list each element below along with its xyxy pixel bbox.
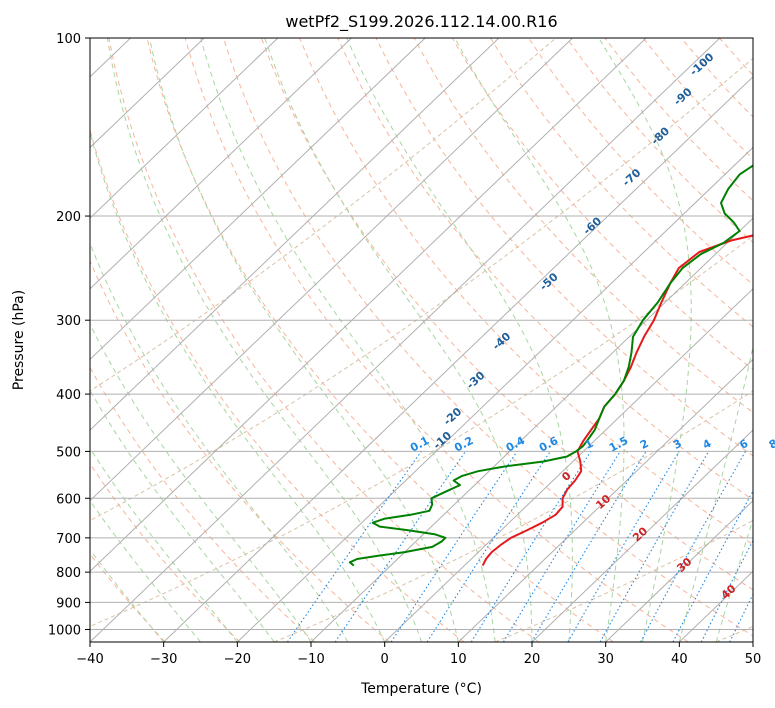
moist-adiabat-line: [90, 548, 165, 642]
x-tick-label: −10: [297, 652, 324, 667]
x-tick-label: 0: [381, 652, 389, 667]
dry-adiabat-line: [299, 38, 753, 546]
moist-adiabat-line: [106, 38, 422, 642]
isotherm-line: [605, 500, 753, 642]
moist-adiabat-line: [90, 499, 201, 642]
mixing-ratio-line: [758, 451, 775, 642]
x-tick-label: 10: [450, 652, 467, 667]
series-layer: [348, 164, 753, 567]
isotherm-line: [90, 38, 573, 502]
y-tick-label: 800: [56, 566, 81, 581]
isotherm-line: [90, 38, 500, 431]
x-tick-label: 50: [745, 652, 762, 667]
moist-adiabat-line: [90, 241, 349, 642]
x-tick-label: −20: [224, 652, 251, 667]
dewpoint-profile-line: [348, 164, 753, 567]
isotherm-line: [384, 288, 753, 642]
dry-adiabat-line: [184, 38, 689, 642]
isotherm-line: [90, 38, 279, 219]
dry-adiabat-line: [90, 259, 390, 642]
moist-adiabat-line: [200, 38, 496, 642]
dry-adiabat-line: [451, 38, 753, 371]
isotherm-line: [90, 38, 721, 642]
x-tick-label: 20: [524, 652, 541, 667]
mixing-ratio-line: [334, 451, 466, 642]
axes: −40 −30 −20 −10 0 10 20 30 40 50 1000 900 800 700 600 5…: [48, 32, 761, 667]
isotherm-line: [531, 429, 753, 642]
x-tick-label: −30: [150, 652, 177, 667]
y-tick-label: 100: [56, 32, 81, 47]
isotherm-line: [310, 217, 753, 642]
mixing-ratio-line: [599, 451, 710, 642]
dry-adiabat-line: [758, 38, 775, 642]
isotherm-line: [90, 38, 352, 290]
y-tick-label: 500: [56, 445, 81, 460]
plot-background: [90, 38, 753, 642]
mixing-ratio-line: [640, 451, 746, 642]
y-tick-label: 900: [56, 596, 81, 611]
moist-adiabat-line: [454, 38, 625, 642]
reference-curve: [90, 235, 753, 627]
x-tick-label: −40: [76, 652, 103, 667]
temperature-profile-line: [481, 234, 753, 567]
isotherm-line: [90, 38, 426, 361]
isotherm-line: [0, 38, 57, 642]
isotherm-line: [163, 76, 753, 642]
grid-layer: [0, 38, 775, 642]
dry-adiabat-line: [90, 128, 465, 642]
y-axis-title: Pressure (hPa): [11, 290, 27, 390]
reference-curve: [274, 390, 753, 642]
chart-title: wetPf2_S199.2026.112.14.00.R16: [285, 12, 557, 32]
plot-frame: [89, 37, 754, 643]
x-tick-label: 40: [671, 652, 688, 667]
x-axis-title: Temperature (°C): [360, 681, 482, 697]
mixing-ratio-label: 8: [767, 437, 775, 452]
moist-adiabat-line: [264, 38, 533, 642]
dry-adiabat-line: [108, 38, 540, 642]
y-tick-label: 200: [56, 210, 81, 225]
dry-adiabat-line: [528, 38, 753, 286]
moist-adiabat-line: [598, 38, 692, 642]
isotherm-line: [457, 358, 753, 642]
dry-adiabat-line: [413, 38, 753, 414]
dry-adiabat-line: [222, 38, 753, 637]
dry-adiabat-line: [146, 38, 614, 642]
y-tick-label: 700: [56, 532, 81, 547]
isotherm-line: [236, 146, 753, 642]
y-tick-label: 1000: [48, 623, 81, 638]
isotherm-line: [752, 641, 753, 642]
mixing-ratio-line: [426, 451, 551, 642]
dry-adiabat-line: [261, 38, 753, 591]
mixing-ratio-line: [503, 451, 621, 642]
dry-adiabat-line: [90, 553, 166, 642]
mixing-ratio-line: [390, 451, 518, 642]
isotherm-line: [90, 38, 647, 573]
x-tick-label: 30: [597, 652, 614, 667]
y-tick-label: 600: [56, 492, 81, 507]
isotherm-line: [90, 38, 205, 149]
mixing-ratio-line: [286, 451, 422, 642]
y-tick-label: 300: [56, 314, 81, 329]
y-tick-label: 400: [56, 388, 81, 403]
moist-adiabat-line: [90, 130, 386, 642]
